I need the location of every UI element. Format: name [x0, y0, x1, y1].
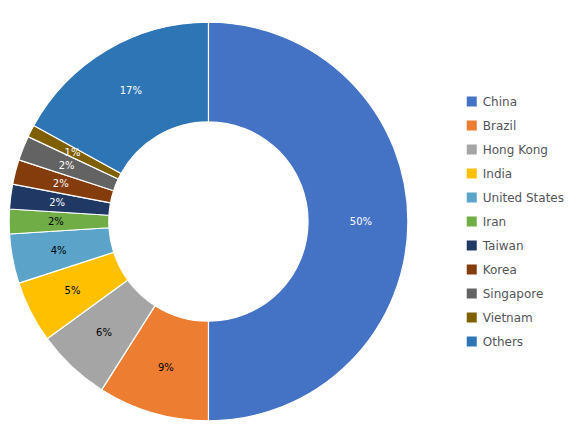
svg-text:India: India: [483, 167, 512, 181]
svg-text:6%: 6%: [96, 327, 112, 338]
svg-text:China: China: [483, 95, 517, 109]
svg-text:Taiwan: Taiwan: [482, 239, 524, 253]
svg-text:Singapore: Singapore: [483, 287, 544, 301]
svg-text:Iran: Iran: [483, 215, 506, 229]
svg-text:5%: 5%: [65, 285, 81, 296]
svg-text:2%: 2%: [53, 178, 69, 189]
svg-text:9%: 9%: [158, 362, 174, 373]
svg-text:4%: 4%: [51, 245, 67, 256]
svg-text:Korea: Korea: [483, 263, 517, 277]
svg-text:2%: 2%: [59, 160, 75, 171]
svg-text:Brazil: Brazil: [483, 119, 517, 133]
svg-text:Vietnam: Vietnam: [483, 311, 533, 325]
svg-text:50%: 50%: [350, 216, 372, 227]
svg-text:1%: 1%: [65, 147, 81, 158]
svg-text:2%: 2%: [49, 197, 65, 208]
svg-text:2%: 2%: [48, 216, 64, 227]
svg-text:17%: 17%: [120, 85, 142, 96]
svg-text:Hong Kong: Hong Kong: [483, 143, 548, 157]
svg-text:United States: United States: [483, 191, 564, 205]
svg-text:Others: Others: [483, 335, 523, 349]
